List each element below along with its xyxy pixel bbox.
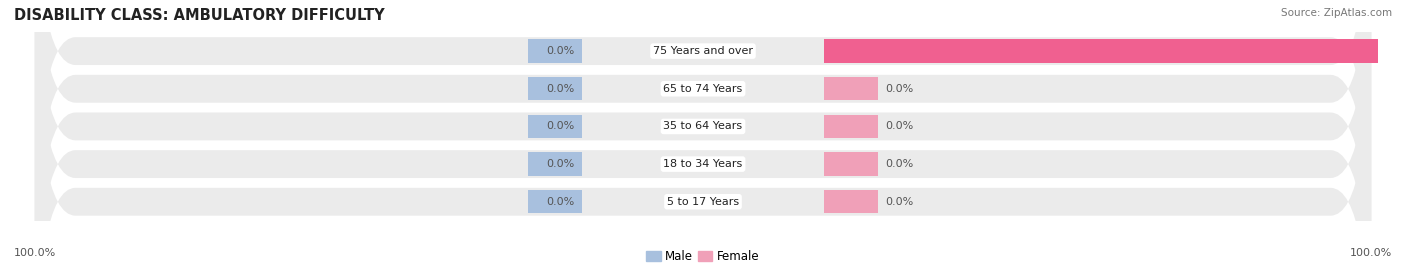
FancyBboxPatch shape [35,0,1371,263]
Bar [527,115,582,138]
Text: 0.0%: 0.0% [547,121,575,132]
Text: 0.0%: 0.0% [886,121,914,132]
Bar [824,77,879,100]
Bar [824,40,1406,63]
Text: 0.0%: 0.0% [547,46,575,56]
Text: 100.0%: 100.0% [1350,248,1392,258]
FancyBboxPatch shape [35,0,1371,269]
FancyBboxPatch shape [35,0,1371,269]
Text: 5 to 17 Years: 5 to 17 Years [666,197,740,207]
Text: 18 to 34 Years: 18 to 34 Years [664,159,742,169]
Text: DISABILITY CLASS: AMBULATORY DIFFICULTY: DISABILITY CLASS: AMBULATORY DIFFICULTY [14,8,385,23]
Text: 0.0%: 0.0% [547,197,575,207]
Bar [527,40,582,63]
Text: 0.0%: 0.0% [547,159,575,169]
Text: 35 to 64 Years: 35 to 64 Years [664,121,742,132]
FancyBboxPatch shape [35,0,1371,269]
Text: 0.0%: 0.0% [547,84,575,94]
Text: 65 to 74 Years: 65 to 74 Years [664,84,742,94]
Bar [527,190,582,213]
Bar [824,190,879,213]
Text: 0.0%: 0.0% [886,197,914,207]
Text: Source: ZipAtlas.com: Source: ZipAtlas.com [1281,8,1392,18]
Text: 100.0%: 100.0% [14,248,56,258]
Text: 0.0%: 0.0% [886,159,914,169]
Text: 0.0%: 0.0% [886,84,914,94]
Bar [527,153,582,176]
Bar [824,153,879,176]
Text: 75 Years and over: 75 Years and over [652,46,754,56]
Legend: Male, Female: Male, Female [641,245,765,267]
Bar [527,77,582,100]
FancyBboxPatch shape [35,0,1371,269]
Bar [824,115,879,138]
